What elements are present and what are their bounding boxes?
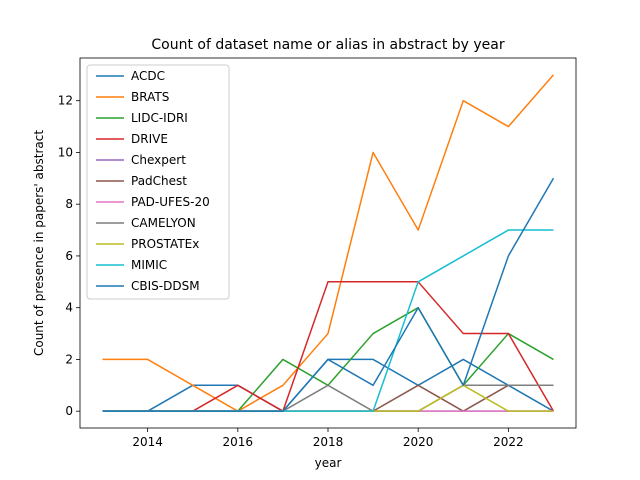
x-tick-label-4: 2022 [493, 435, 524, 449]
y-tick-label-6: 12 [58, 94, 73, 108]
x-axis: 2014 2016 2018 2020 2022 [132, 428, 524, 449]
legend-label-5: PadChest [131, 174, 187, 188]
x-tick-label-3: 2020 [403, 435, 434, 449]
legend-label-6: PAD-UFES-20 [131, 195, 210, 209]
legend-label-1: BRATS [131, 90, 169, 104]
legend-label-0: ACDC [131, 69, 165, 83]
y-axis-label: Count of presence in papers' abstract [32, 130, 46, 356]
y-tick-label-3: 6 [65, 249, 73, 263]
legend-label-7: CAMELYON [131, 216, 196, 230]
x-axis-label: year [315, 456, 342, 470]
x-tick-label-2: 2018 [313, 435, 344, 449]
y-axis: 0 2 4 6 8 10 12 [58, 94, 80, 418]
series-line-3 [102, 281, 555, 412]
legend: ACDC BRATS LIDC-IDRI DRIVE Chexpert PadChest P… [86, 64, 230, 300]
legend-label-10: CBIS-DDSM [131, 279, 200, 293]
y-tick-label-2: 4 [65, 301, 73, 315]
y-tick-label-5: 10 [58, 145, 73, 159]
y-tick-label-0: 0 [65, 404, 73, 418]
legend-label-2: LIDC-IDRI [131, 111, 188, 125]
legend-label-3: DRIVE [131, 132, 168, 146]
legend-label-4: Chexpert [131, 153, 186, 167]
x-tick-label-0: 2014 [132, 435, 163, 449]
chart-title: Count of dataset name or alias in abstra… [151, 37, 504, 53]
plot-lines [102, 74, 555, 412]
legend-frame [86, 64, 230, 300]
y-tick-label-1: 2 [65, 352, 73, 366]
series-line-10 [102, 177, 555, 412]
legend-label-8: PROSTATEx [131, 237, 199, 251]
series-line-1 [102, 74, 555, 412]
legend-label-9: MIMIC [131, 258, 167, 272]
y-tick-label-4: 8 [65, 197, 73, 211]
x-tick-label-1: 2016 [223, 435, 254, 449]
